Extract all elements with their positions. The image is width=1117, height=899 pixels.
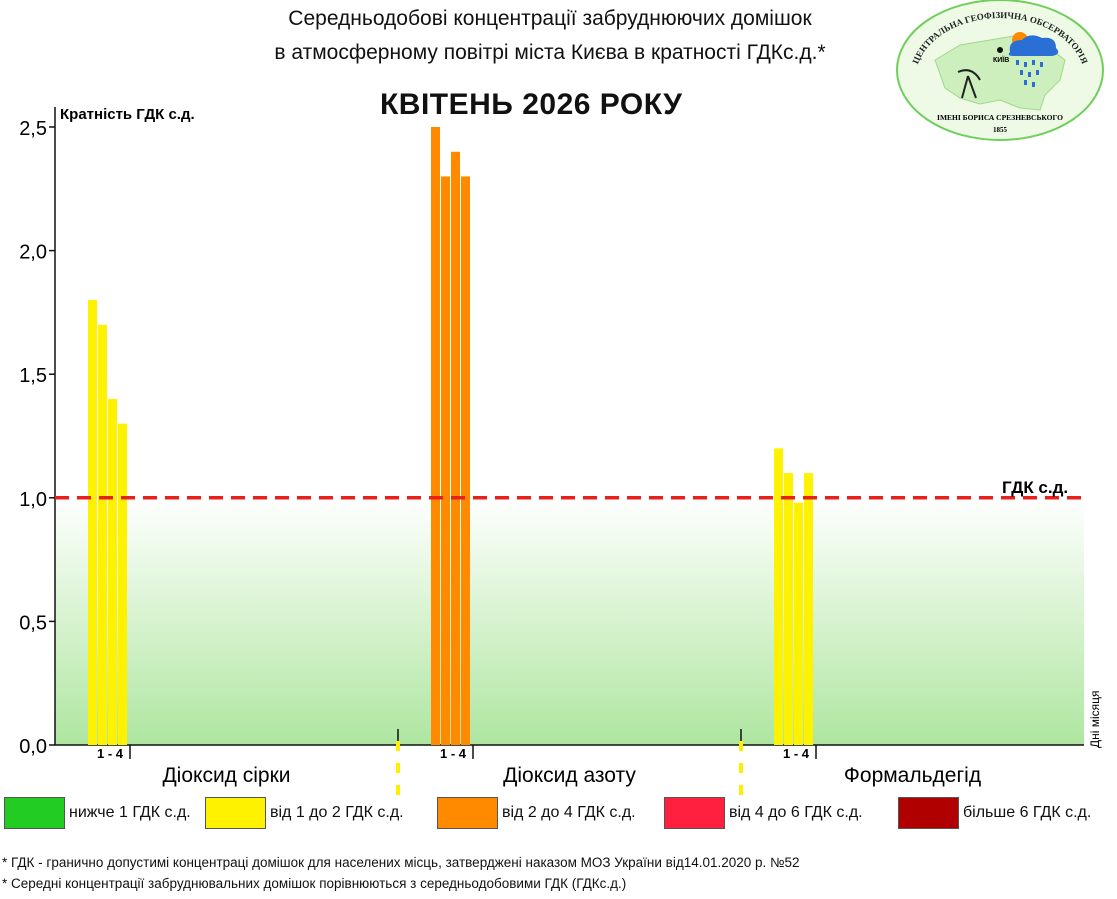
legend-swatch [205, 797, 266, 829]
legend-item: від 4 до 6 ГДК с.д. [664, 796, 863, 830]
group-label: Діоксид сірки [162, 764, 290, 787]
below-limit-zone [55, 497, 1084, 745]
bar [451, 151, 460, 746]
cloud-icon [1008, 35, 1059, 56]
logo-year: 1855 [993, 126, 1008, 134]
legend-label: від 1 до 2 ГДК с.д. [270, 804, 404, 821]
plot-layer: 0,0 0,5 1,0 1,5 2,0 2,5 1 - 4 Діоксид сірки 1 - … [19, 107, 1084, 795]
bar [804, 473, 813, 745]
bar [774, 448, 783, 745]
group-label: Формальдегід [844, 764, 981, 787]
legend-swatch [4, 797, 65, 829]
group-label: Діоксид азоту [503, 764, 636, 787]
kyiv-dot-icon [997, 47, 1003, 53]
rain-icon [1016, 60, 1043, 87]
radar-dish-icon [957, 69, 981, 99]
y-axis-title: Кратність ГДК с.д. [60, 106, 195, 123]
bar [98, 324, 107, 745]
y-tick-label: 0,0 [19, 736, 47, 758]
day-range-label: 1 - 4 [440, 746, 467, 761]
legend-item: від 1 до 2 ГДК с.д. [205, 796, 404, 830]
bar [441, 176, 450, 745]
footnote-2: * Середні концентрації забруднювальних д… [2, 876, 627, 891]
report-month: КВІТЕНЬ 2026 РОКУ [380, 88, 683, 121]
legend-swatch [898, 797, 959, 829]
legend-label: більше 6 ГДК с.д. [963, 804, 1092, 821]
x-axis-title: Дні місяця [1088, 690, 1102, 748]
legend-item: більше 6 ГДК с.д. [898, 796, 1091, 830]
y-tick-label: 2,5 [19, 118, 47, 140]
bar [118, 423, 127, 745]
legend-label: від 4 до 6 ГДК с.д. [729, 804, 863, 821]
bar [461, 176, 470, 745]
day-range-label: 1 - 4 [97, 746, 124, 761]
bar [431, 127, 440, 745]
bar [88, 300, 97, 745]
y-tick-label: 0,5 [19, 612, 47, 634]
legend-swatch [437, 797, 498, 829]
bar [784, 473, 793, 745]
footnote-1: * ГДК - гранично допустимі концентраці д… [2, 855, 800, 870]
chart-title-line2: в атмосферному повітрі міста Києва в кра… [274, 41, 826, 64]
legend-item: нижче 1 ГДК с.д. [4, 796, 191, 830]
y-tick-label: 1,5 [19, 365, 47, 387]
bar [794, 502, 803, 745]
observatory-logo: КИЇВ ЦЕНТРАЛЬНА ГЕОФІЗИЧНА ОБСЕРВАТОРІЯ … [896, 0, 1104, 141]
reference-line-label: ГДК с.д. [1002, 478, 1068, 497]
logo-city: КИЇВ [993, 56, 1009, 64]
legend-label: від 2 до 4 ГДК с.д. [502, 804, 636, 821]
legend-item: від 2 до 4 ГДК с.д. [437, 796, 636, 830]
bar [108, 398, 117, 745]
legend-label: нижче 1 ГДК с.д. [69, 804, 191, 821]
legend-swatch [664, 797, 725, 829]
chart-title-line1: Середньодобові концентрації забруднюючих… [288, 7, 812, 30]
day-range-label: 1 - 4 [783, 746, 810, 761]
y-tick-label: 2,0 [19, 242, 47, 264]
y-tick-label: 1,0 [19, 489, 47, 511]
logo-bottom-text: ІМЕНІ БОРИСА СРЕЗНЕВСЬКОГО [937, 113, 1063, 122]
